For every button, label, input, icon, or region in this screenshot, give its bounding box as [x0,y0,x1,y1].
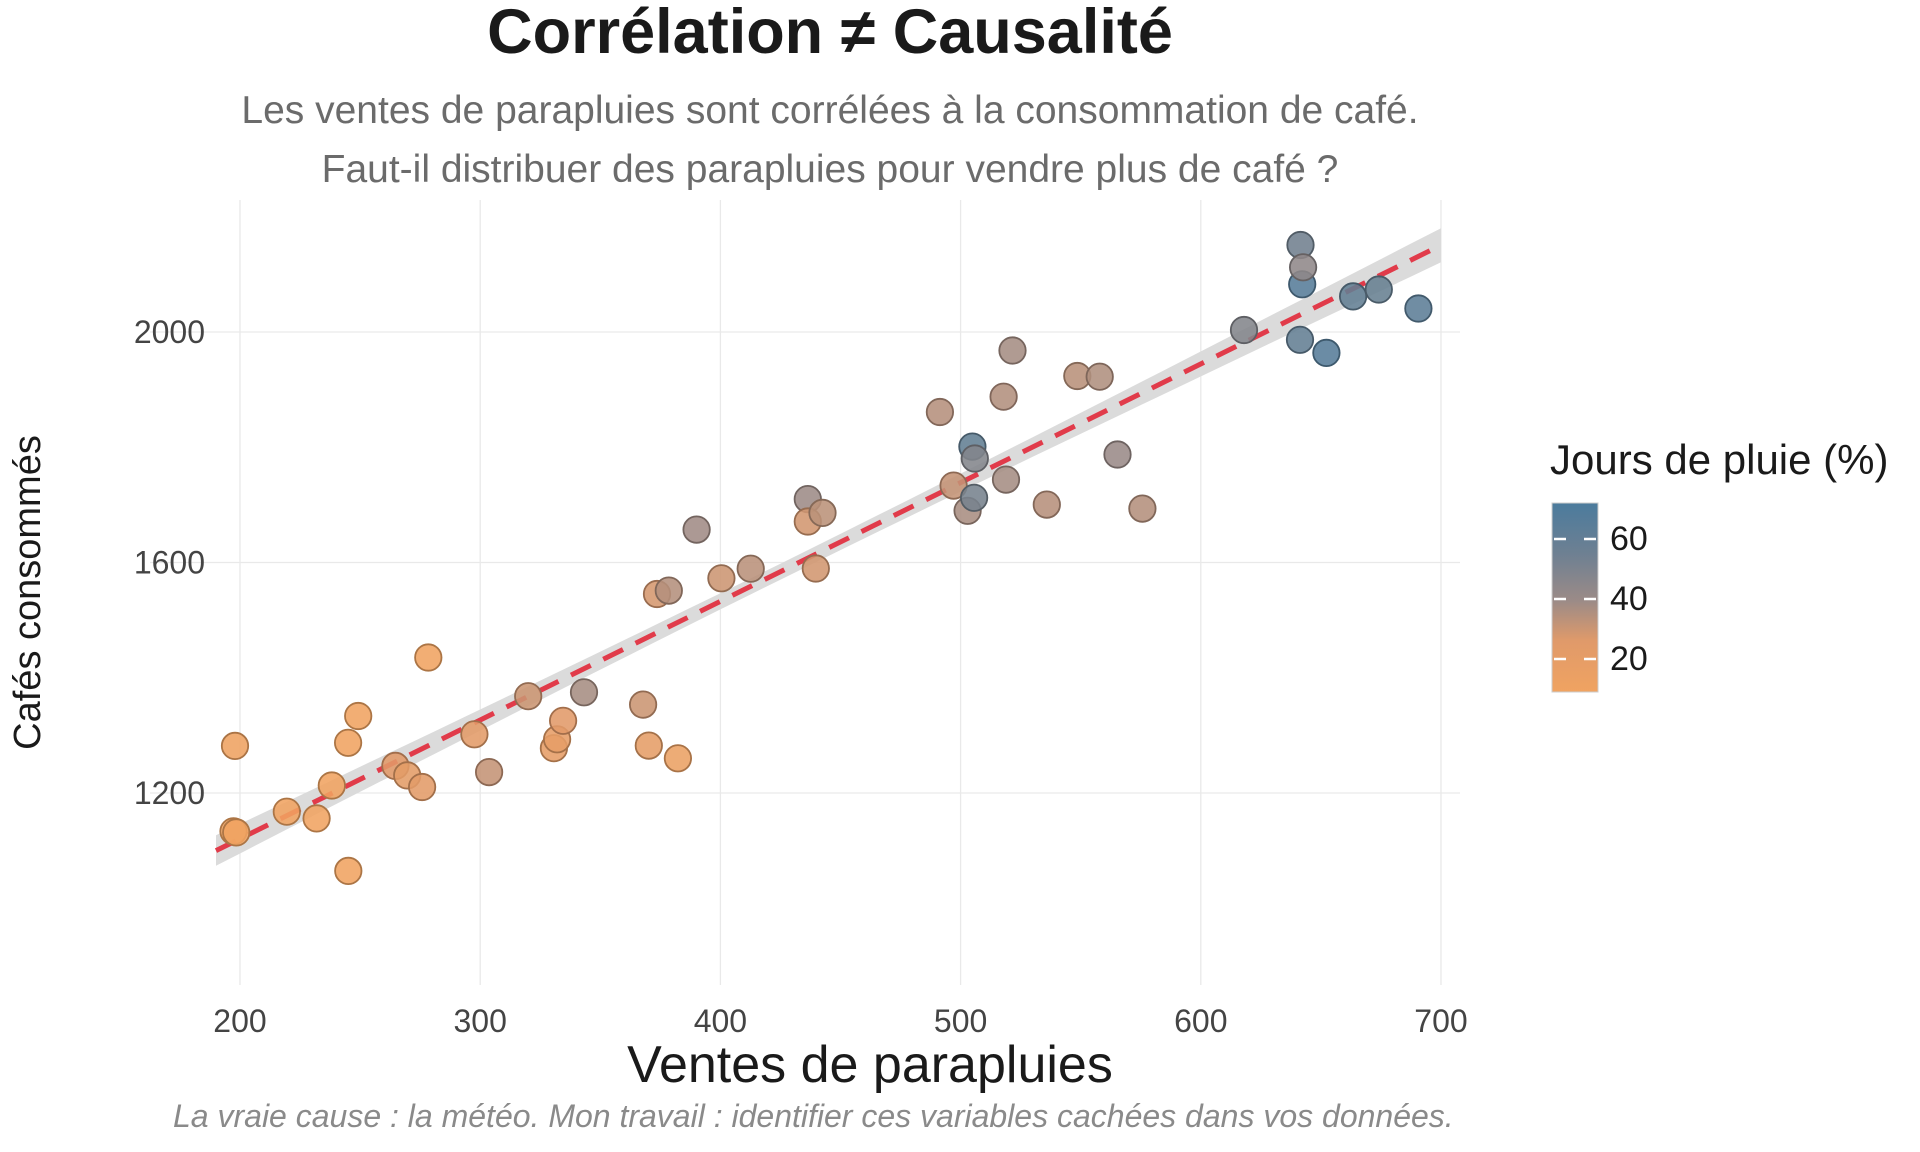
svg-text:60: 60 [1610,520,1648,558]
svg-text:1600: 1600 [134,545,205,581]
svg-text:40: 40 [1610,580,1648,618]
svg-text:Ventes de parapluies: Ventes de parapluies [627,1036,1113,1094]
svg-text:500: 500 [934,1003,987,1039]
svg-text:200: 200 [213,1003,266,1039]
svg-text:Jours de pluie (%): Jours de pluie (%) [1550,436,1888,483]
svg-text:300: 300 [454,1003,507,1039]
svg-text:400: 400 [694,1003,747,1039]
svg-text:1200: 1200 [134,775,205,811]
svg-text:2000: 2000 [134,314,205,350]
svg-text:20: 20 [1610,640,1648,678]
svg-text:600: 600 [1174,1003,1227,1039]
svg-text:Cafés consommés: Cafés consommés [7,435,49,750]
svg-text:700: 700 [1414,1003,1467,1039]
